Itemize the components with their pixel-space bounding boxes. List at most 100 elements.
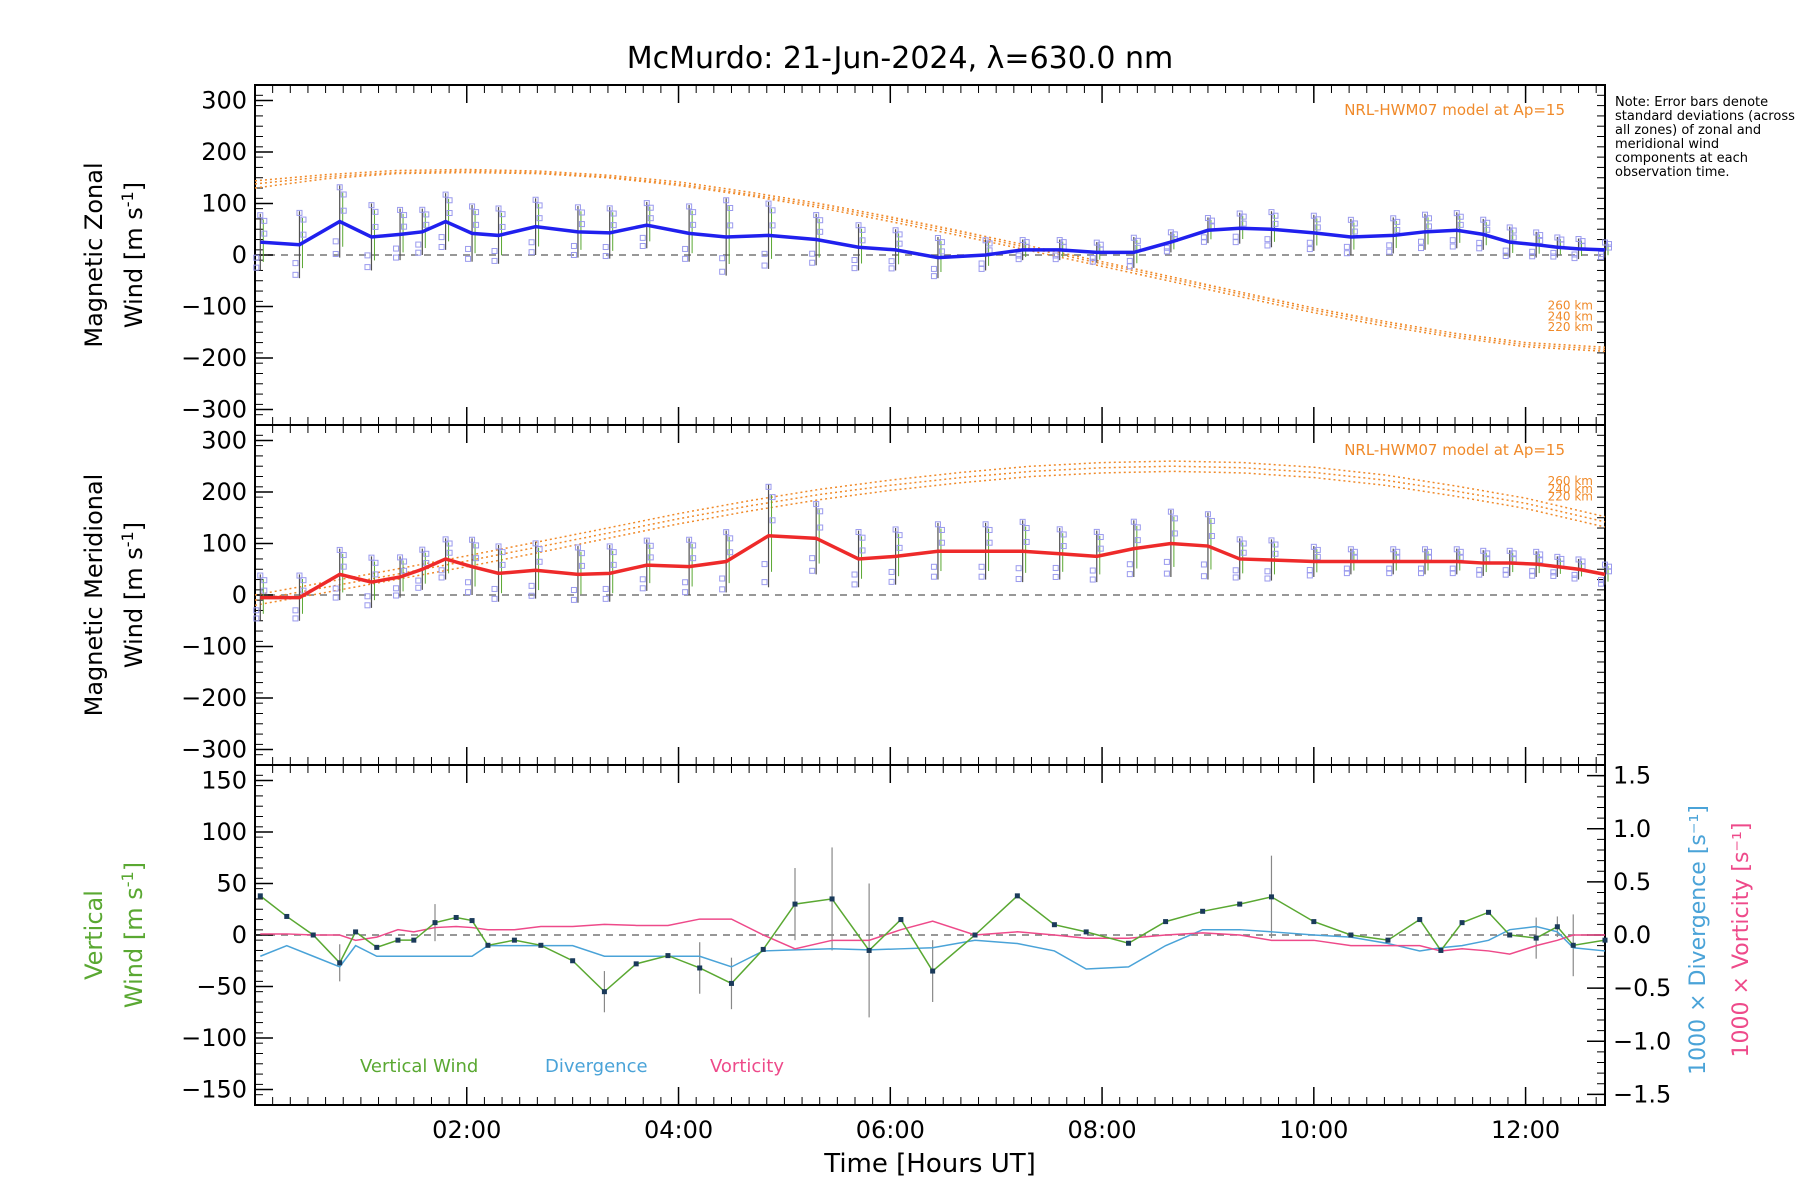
zone-point [253, 607, 260, 614]
x-tick-label: 08:00 [1067, 1116, 1136, 1144]
zone-point [690, 555, 697, 562]
zone-point [393, 585, 400, 592]
zone-point [1019, 518, 1026, 525]
zone-point [690, 542, 697, 549]
y-tick-label: 0 [232, 921, 247, 949]
y-axis-label-text: Wind [m s [120, 207, 148, 328]
zone-point [1272, 541, 1279, 548]
zone-point [1097, 545, 1104, 552]
zone-point [300, 587, 307, 594]
zone-point [446, 197, 453, 204]
y2-tick-label: 1.5 [1613, 762, 1651, 790]
zone-point [1606, 244, 1612, 251]
zone-point [296, 209, 303, 216]
zone-point [372, 208, 379, 215]
zone-point [570, 586, 577, 593]
zone-point [1089, 576, 1096, 583]
zone-point [896, 231, 903, 238]
zone-point [723, 529, 730, 536]
model-curve-label: 240 km [1548, 309, 1593, 323]
zone-point [532, 540, 539, 547]
zone-point [364, 602, 371, 609]
zone-point [1571, 251, 1578, 258]
zone-point [859, 226, 866, 233]
zone-point [1480, 216, 1487, 223]
zone-point [647, 542, 654, 549]
zone-point [859, 237, 866, 244]
zone-point [401, 558, 408, 565]
zone-point [769, 494, 776, 501]
zone-point [727, 535, 734, 542]
y-axis-label-line2: Wind [m s-1] [118, 522, 148, 668]
zone-point [1052, 564, 1059, 571]
zone-point [606, 543, 613, 550]
zone-point [986, 240, 993, 247]
legend-item: Vertical Wind [360, 1056, 478, 1077]
zone-point [817, 508, 824, 515]
zone-point [261, 217, 268, 224]
zone-point [1484, 556, 1491, 563]
zone-point [1232, 574, 1239, 581]
zone-point [1554, 234, 1561, 241]
zone-point [1208, 517, 1215, 524]
zone-point [1598, 577, 1604, 584]
zone-point [499, 211, 506, 218]
zone-point [340, 191, 347, 198]
vertical-wind-point [485, 942, 491, 948]
zone-point [1347, 216, 1354, 223]
zone-point [896, 544, 903, 551]
zone-point [938, 526, 945, 533]
zone-point [570, 252, 577, 258]
zone-point [1426, 215, 1432, 222]
zone-point [817, 228, 824, 235]
zone-point [639, 234, 646, 241]
y2-tick-label: 1.0 [1613, 815, 1651, 843]
y-tick-label: 300 [201, 426, 247, 454]
zone-point [896, 240, 903, 247]
zone-point [469, 536, 476, 543]
zone-point [813, 212, 820, 219]
y-axis-label-text: Wind [m s [120, 887, 148, 1008]
zone-point [473, 555, 480, 562]
zone-point [1052, 256, 1059, 263]
y-tick-label: −200 [181, 344, 247, 372]
zone-point [888, 258, 895, 265]
zone-point [1204, 511, 1211, 518]
y-axis-label-text: Wind [m s [120, 547, 148, 668]
zone-point [292, 271, 299, 278]
legend-item: Divergence [545, 1056, 648, 1077]
zone-point [1240, 540, 1247, 547]
vertical-wind-point [395, 937, 401, 943]
zone-point [536, 558, 543, 565]
zone-point [978, 563, 985, 570]
zone-point [719, 268, 726, 275]
zone-point [719, 586, 726, 593]
zone-point [647, 204, 654, 211]
zone-point [686, 536, 693, 543]
zone-point [643, 537, 650, 544]
zone-point [473, 542, 480, 549]
zone-point [1171, 530, 1178, 537]
zone-point [1506, 547, 1513, 554]
zone-point [261, 577, 268, 584]
vertical-wind-point [353, 929, 359, 935]
y-tick-label: −150 [181, 1076, 247, 1104]
y-axis-label-sup: -1 [118, 191, 137, 207]
vertical-wind-point [665, 953, 671, 959]
y-tick-label: 200 [201, 478, 247, 506]
zone-point [1394, 227, 1401, 234]
zone-point [1606, 568, 1612, 575]
x-tick-label: 02:00 [432, 1116, 501, 1144]
model-curve-240-km [254, 465, 1606, 601]
meridional-wind-line [260, 533, 1606, 600]
zone-point [892, 227, 899, 234]
zone-point [888, 568, 895, 575]
zone-point [1510, 227, 1517, 234]
zone-point [1167, 508, 1174, 515]
zone-point [495, 543, 502, 550]
zone-point [1510, 234, 1517, 241]
zone-point [1426, 554, 1432, 561]
zone-point [528, 592, 535, 599]
y2-tick-label: −1.5 [1613, 1080, 1671, 1108]
zone-point [1314, 224, 1321, 231]
